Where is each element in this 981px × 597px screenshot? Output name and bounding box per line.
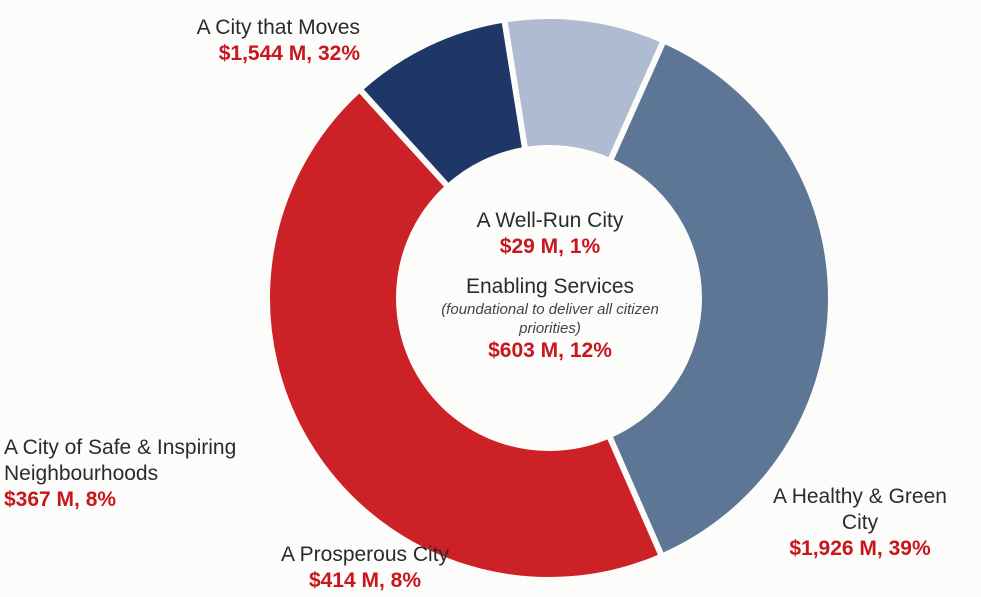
center-enabling-note: (foundational to deliver all citizen pri…: [441, 301, 659, 337]
donut-segment-a-city-that-moves: [605, 36, 834, 561]
donut-segments: [264, 13, 834, 583]
label-safe-neighbourhoods-value: $367 M, 8%: [4, 488, 117, 511]
label-healthy-green-city-name-line1: A Healthy & Green: [773, 485, 947, 508]
label-city-that-moves: A City that Moves $1,544 M, 32%: [100, 15, 360, 67]
label-safe-neighbourhoods-name-line1: A City of Safe & Inspiring: [4, 436, 237, 459]
center-enabling-value: $603 M, 12%: [488, 339, 612, 362]
label-safe-neighbourhoods: A City of Safe & Inspiring Neighbourhood…: [4, 435, 304, 513]
label-healthy-green-city: A Healthy & Green City $1,926 M, 39%: [745, 484, 975, 562]
label-prosperous-city-name: A Prosperous City: [280, 543, 450, 566]
center-well-run-name: A Well-Run City: [476, 209, 624, 232]
center-enabling-name: Enabling Services: [465, 275, 635, 298]
donut-segment-a-healthy-green-city: [264, 84, 666, 583]
label-city-that-moves-value: $1,544 M, 32%: [218, 42, 360, 65]
center-label-block: A Well-Run City $29 M, 1% Enabling Servi…: [420, 208, 680, 364]
label-city-that-moves-name: A City that Moves: [196, 16, 360, 39]
center-spacer: [420, 260, 680, 274]
donut-segment-a-city-of-safe-inspiring-neighbourhoods: [500, 13, 668, 165]
label-prosperous-city: A Prosperous City $414 M, 8%: [225, 542, 505, 594]
label-safe-neighbourhoods-name-line2: Neighbourhoods: [4, 462, 159, 485]
label-healthy-green-city-value: $1,926 M, 39%: [789, 537, 931, 560]
label-healthy-green-city-name-line2: City: [841, 511, 879, 534]
label-prosperous-city-value: $414 M, 8%: [308, 569, 422, 592]
center-well-run-value: $29 M, 1%: [499, 235, 601, 258]
